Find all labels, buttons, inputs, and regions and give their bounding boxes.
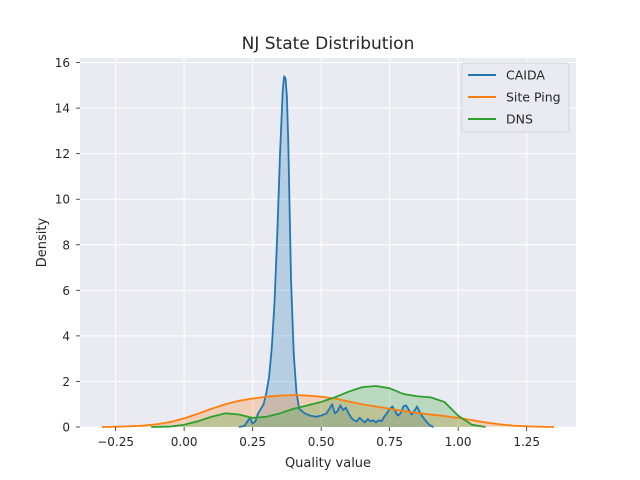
y-tick-label: 8 [62,238,70,252]
legend-label-caida: CAIDA [506,68,545,83]
x-tick-label: −0.25 [97,435,134,449]
density-line-site-ping [101,394,555,428]
x-tick-label: 0.00 [171,435,198,449]
x-axis-ticks: −0.25 0.00 0.25 0.50 0.75 1.00 1.25 [97,427,540,449]
legend-label-dns: DNS [506,112,533,127]
y-tick-label: 14 [55,102,70,116]
y-tick-label: 12 [55,147,70,161]
legend-label-site-ping: Site Ping [506,90,561,105]
density-lines [101,75,555,428]
x-tick-label: 1.00 [445,435,472,449]
x-axis-label: Quality value [285,456,371,471]
legend-box [461,62,570,133]
x-tick-label: 0.75 [376,435,403,449]
y-axis-ticks: 0 2 4 6 8 10 12 14 16 [55,56,80,435]
x-tick-label: 1.25 [513,435,540,449]
y-tick-label: 16 [55,56,70,70]
density-line-caida [238,75,434,428]
density-line-dns [151,385,486,428]
y-tick-label: 4 [62,329,70,343]
y-tick-label: 2 [62,375,70,389]
y-axis-label: Density [35,217,50,267]
y-tick-label: 0 [62,421,70,435]
density-fill-caida [238,76,434,427]
x-tick-label: 0.50 [308,435,335,449]
density-fill-dns [151,386,486,427]
x-tick-label: 0.25 [239,435,266,449]
y-tick-label: 10 [55,193,70,207]
y-tick-label: 6 [62,284,70,298]
legend: CAIDA Site Ping DNS [461,62,570,133]
chart-title: NJ State Distribution [242,34,415,54]
